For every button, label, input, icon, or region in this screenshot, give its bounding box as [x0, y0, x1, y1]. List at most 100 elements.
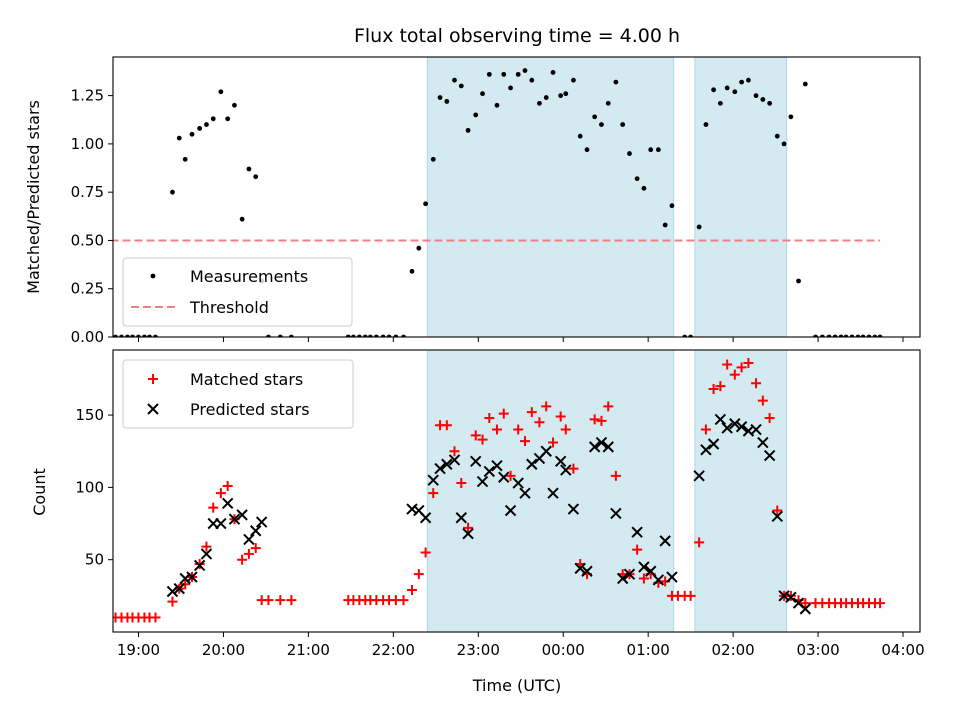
- top-panel: 0.000.250.500.751.001.25MeasurementsThre…: [71, 57, 920, 346]
- measurement-point: [767, 101, 772, 106]
- top-y-axis-label: Matched/Predicted stars: [24, 100, 43, 294]
- measurement-point: [416, 246, 421, 251]
- y-tick-label: 0.25: [71, 280, 104, 298]
- measurement-point: [410, 269, 415, 274]
- measurement-point: [431, 157, 436, 162]
- measurement-point: [627, 151, 632, 156]
- measurement-point: [663, 223, 668, 228]
- measurement-point: [599, 122, 604, 127]
- x-tick-label: 21:00: [287, 641, 330, 659]
- measurement-point: [558, 93, 563, 98]
- measurement-point: [725, 85, 730, 90]
- shaded-interval: [695, 350, 787, 632]
- legend-label-matched: Matched stars: [190, 370, 303, 389]
- measurement-point: [516, 72, 521, 77]
- measurement-point: [177, 136, 182, 141]
- measurement-point: [656, 147, 661, 152]
- measurement-point: [473, 113, 478, 118]
- predicted-star-point: [223, 498, 233, 508]
- measurement-point: [218, 89, 223, 94]
- measurement-point: [232, 103, 237, 108]
- y-tick-label: 1.00: [71, 135, 104, 153]
- measurement-point: [170, 190, 175, 195]
- matched-star-point: [208, 503, 218, 513]
- measurement-point: [529, 78, 534, 83]
- y-tick-label: 1.25: [71, 87, 104, 105]
- measurement-point: [466, 128, 471, 133]
- measurement-point: [190, 132, 195, 137]
- measurement-point: [523, 68, 528, 73]
- bottom-y-axis-label: Count: [30, 468, 49, 516]
- measurement-point: [648, 147, 653, 152]
- matched-star-point: [216, 488, 226, 498]
- matched-star-point: [414, 569, 424, 579]
- shaded-interval: [695, 57, 787, 337]
- x-tick-label: 23:00: [457, 641, 500, 659]
- y-tick-label: 50: [85, 551, 104, 569]
- matched-star-point: [275, 595, 285, 605]
- measurement-point: [775, 134, 780, 139]
- measurement-point: [459, 84, 464, 89]
- predicted-star-point: [257, 517, 267, 527]
- matched-star-point: [875, 598, 885, 608]
- measurement-point: [480, 91, 485, 96]
- matched-star-point: [263, 595, 273, 605]
- matched-star-point: [251, 543, 261, 553]
- measurement-point: [544, 95, 549, 100]
- measurement-point: [642, 186, 647, 191]
- measurement-point: [606, 101, 611, 106]
- matched-star-point: [686, 591, 696, 601]
- x-tick-label: 01:00: [627, 641, 670, 659]
- top-legend: MeasurementsThreshold: [123, 258, 352, 326]
- predicted-star-point: [216, 519, 226, 529]
- measurement-point: [211, 116, 216, 121]
- measurement-point: [711, 87, 716, 92]
- y-tick-label: 0.00: [71, 328, 104, 346]
- x-tick-label: 03:00: [796, 641, 839, 659]
- x-axis-label: Time (UTC): [472, 676, 561, 695]
- measurement-point: [563, 91, 568, 96]
- bottom-panel: 19:00 20:00 21:00 22:00 23:00 00:00 01:00 02:00…: [75, 350, 924, 659]
- measurement-point: [247, 167, 252, 172]
- measurement-point: [204, 122, 209, 127]
- x-tick-label: 20:00: [202, 641, 245, 659]
- matched-star-point: [150, 613, 160, 623]
- matched-star-point: [244, 549, 254, 559]
- measurement-point: [253, 174, 258, 179]
- matched-star-point: [237, 555, 247, 565]
- measurement-point: [225, 116, 230, 121]
- x-tick-label: 22:00: [372, 641, 415, 659]
- measurement-point: [788, 114, 793, 119]
- measurement-point: [438, 95, 443, 100]
- measurement-point: [704, 122, 709, 127]
- measurement-point: [183, 157, 188, 162]
- measurement-point: [423, 201, 428, 206]
- bottom-legend: Matched stars Predicted stars: [123, 360, 353, 428]
- matched-star-point: [286, 595, 296, 605]
- measurement-point: [592, 114, 597, 119]
- measurement-point: [754, 93, 759, 98]
- matched-star-point: [223, 481, 233, 491]
- measurement-point: [718, 101, 723, 106]
- measurement-point: [803, 82, 808, 87]
- measurement-point: [670, 203, 675, 208]
- measurement-point: [760, 97, 765, 102]
- measurement-point: [240, 217, 245, 222]
- chart-title: Flux total observing time = 4.00 h: [354, 25, 680, 47]
- measurement-point: [746, 78, 751, 83]
- measurement-point: [613, 80, 618, 85]
- matched-star-point: [167, 597, 177, 607]
- measurement-point: [635, 176, 640, 181]
- measurement-point: [796, 279, 801, 284]
- legend-label-predicted: Predicted stars: [190, 400, 310, 419]
- matched-star-point: [195, 559, 205, 569]
- measurement-point: [487, 72, 492, 77]
- x-tick-label: 00:00: [542, 641, 585, 659]
- y-tick-label: 0.50: [71, 231, 104, 249]
- measurement-point: [697, 225, 702, 230]
- measurement-point: [501, 72, 506, 77]
- legend-label-threshold: Threshold: [189, 298, 269, 317]
- measurement-point: [444, 99, 449, 104]
- measurement-point: [508, 85, 513, 90]
